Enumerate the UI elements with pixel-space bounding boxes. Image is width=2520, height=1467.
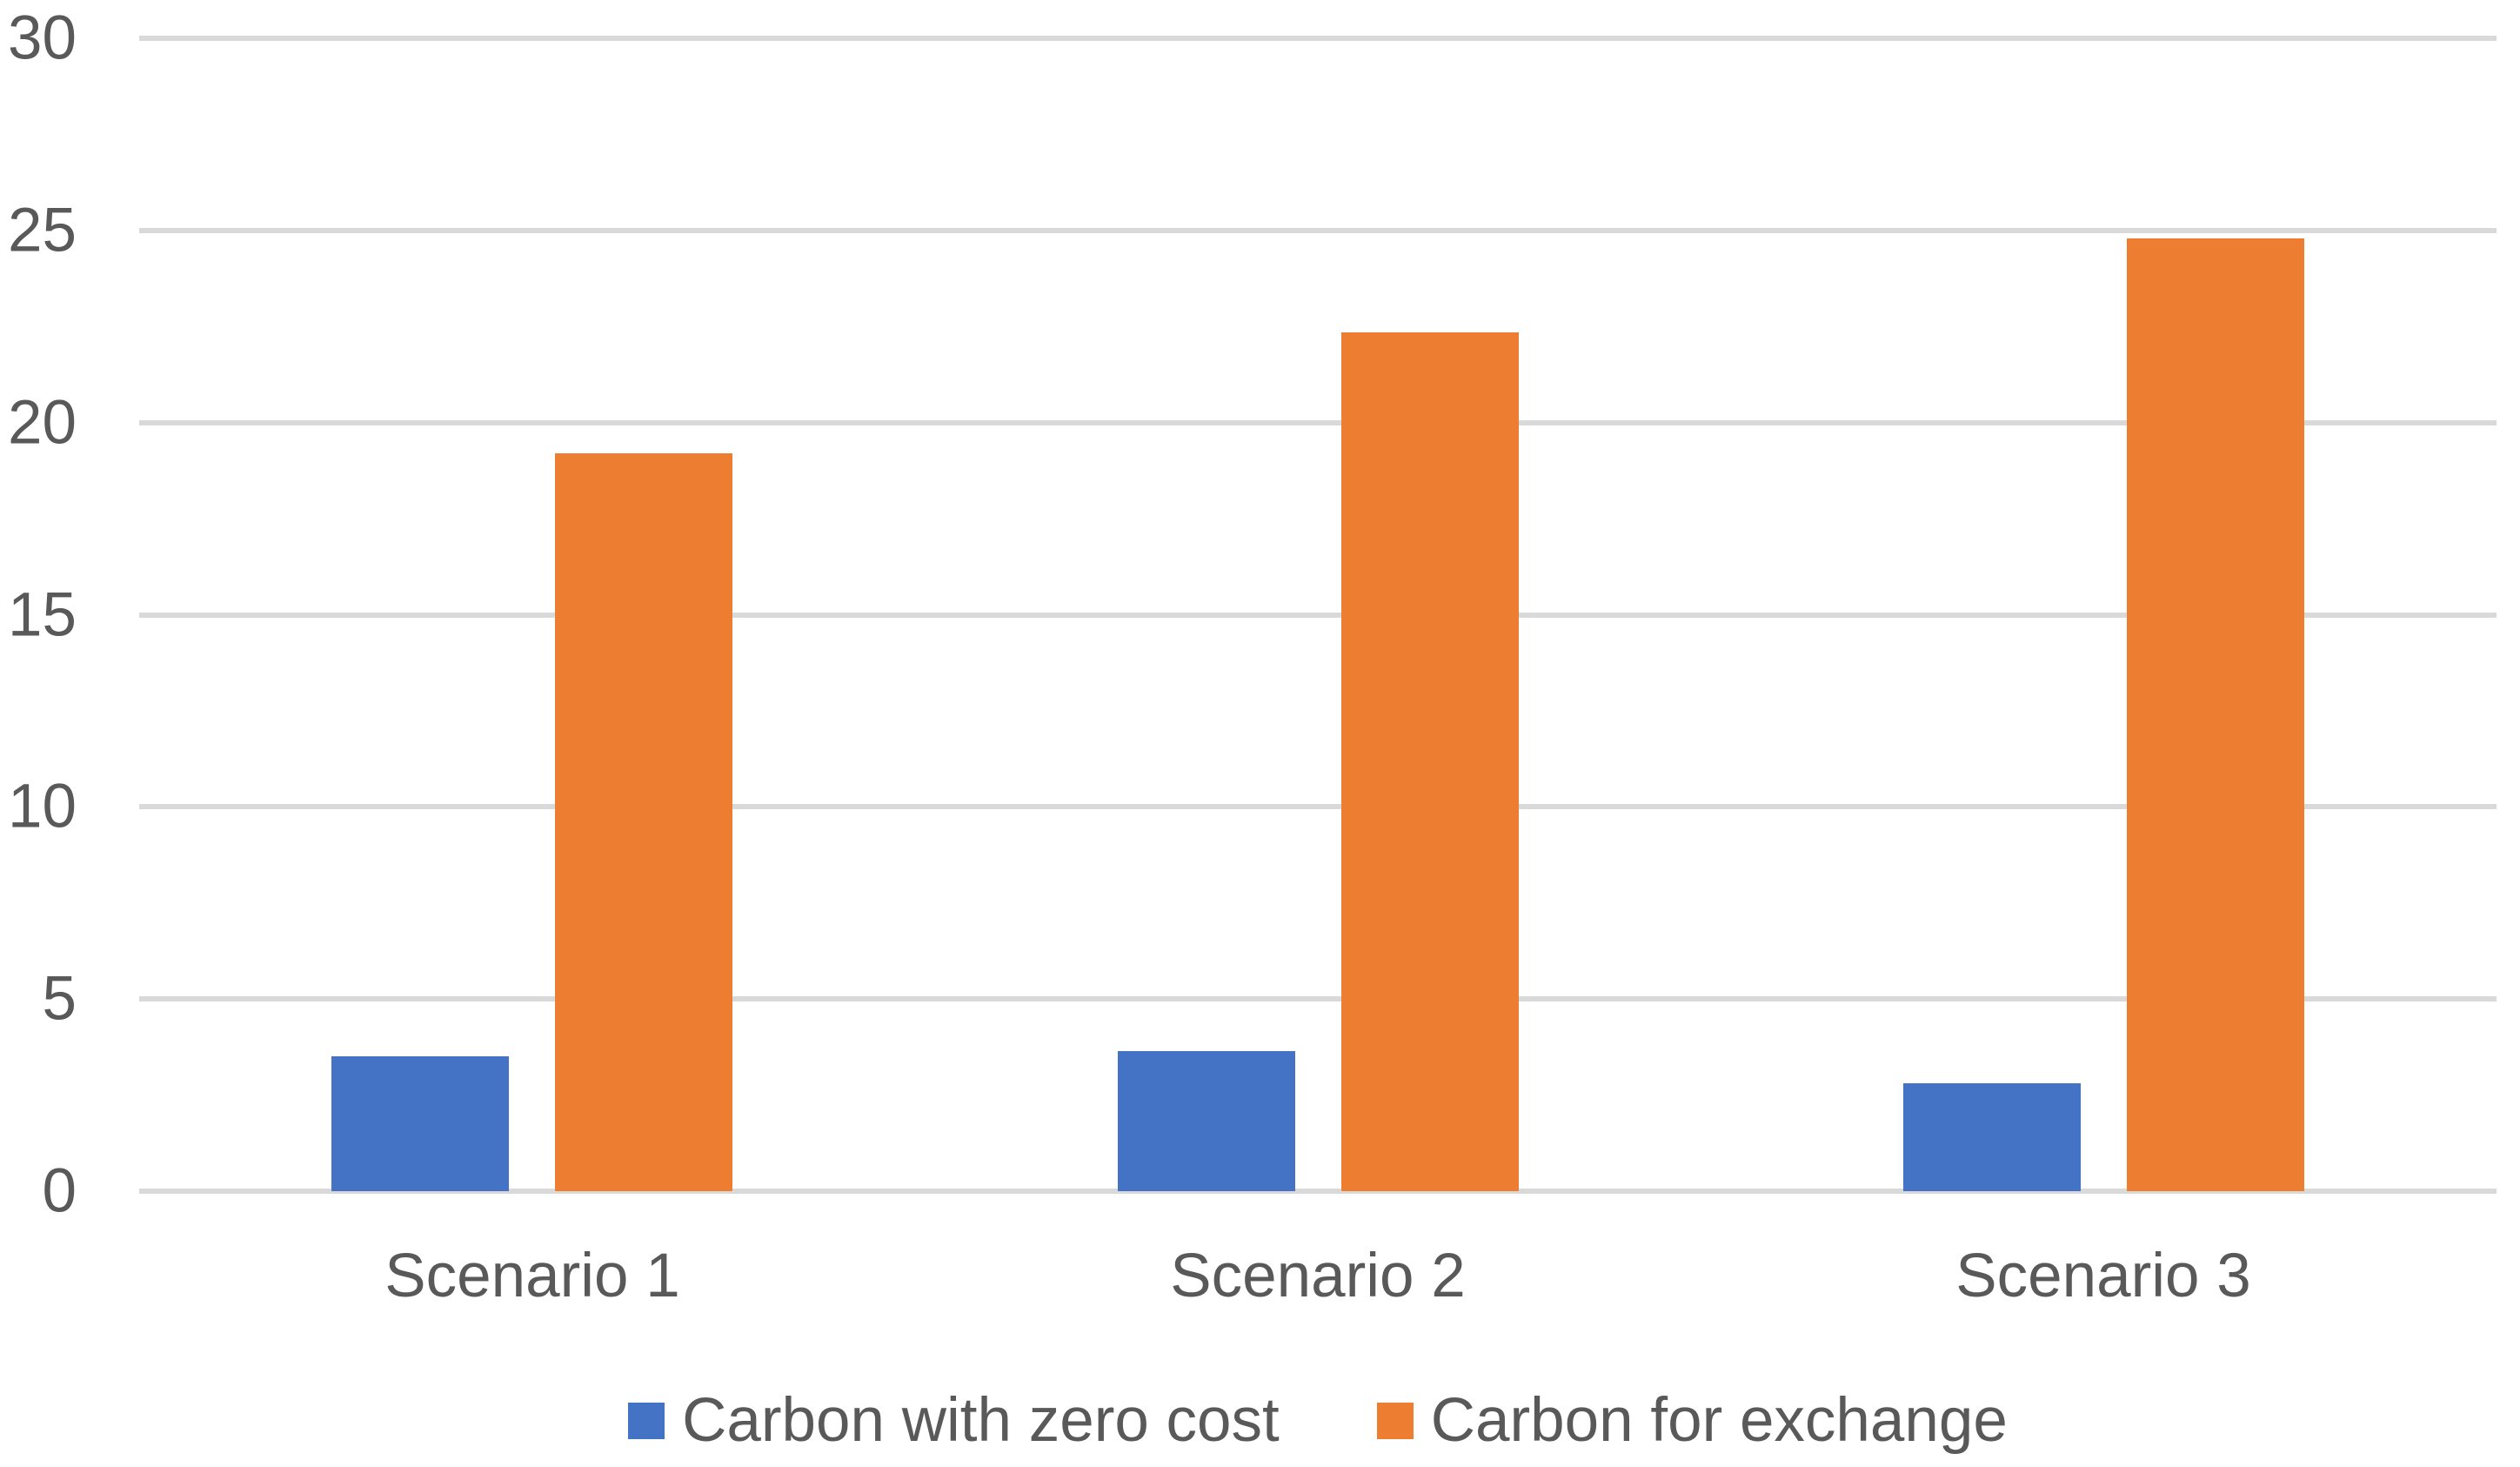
bar-carbon-for-exchange-scenario-3 [2126,238,2304,1191]
legend: Carbon with zero cost Carbon for exchang… [139,1390,2497,1451]
legend-swatch-orange-icon [1376,1402,1414,1439]
legend-swatch-blue-icon [628,1402,665,1439]
legend-item-carbon-for-exchange: Carbon for exchange [1376,1386,2008,1455]
gridline-y-30 [139,36,2497,41]
gridline-y-5 [139,996,2497,1002]
bar-carbon-with-zero-cost-scenario-3 [1902,1083,2081,1191]
y-axis-tick-label-5: 5 [42,964,77,1034]
category-label-scenario-2: Scenario 2 [1170,1242,1466,1310]
y-axis-tick-label-20: 20 [8,388,77,458]
bar-carbon-for-exchange-scenario-1 [555,453,733,1191]
category-label-scenario-1: Scenario 1 [384,1242,680,1310]
y-axis-tick-label-30: 30 [8,3,77,73]
y-axis-tick-label-0: 0 [42,1156,77,1226]
bar-carbon-for-exchange-scenario-2 [1340,332,1519,1191]
y-axis-tick-label-10: 10 [8,772,77,841]
gridline-y-0 [139,1189,2497,1194]
gridline-y-25 [139,227,2497,233]
bar-carbon-with-zero-cost-scenario-2 [1117,1050,1295,1191]
bar-carbon-with-zero-cost-scenario-1 [331,1056,510,1191]
gridline-y-15 [139,612,2497,618]
legend-label-carbon-with-zero-cost: Carbon with zero cost [682,1386,1280,1455]
y-axis-tick-label-25: 25 [8,196,77,265]
gridline-y-10 [139,804,2497,810]
legend-item-carbon-with-zero-cost: Carbon with zero cost [628,1390,1280,1451]
gridline-y-20 [139,419,2497,425]
category-label-scenario-3: Scenario 3 [1955,1242,2251,1310]
y-axis-tick-label-15: 15 [8,580,77,649]
legend-label-carbon-for-exchange: Carbon for exchange [1430,1386,2008,1455]
